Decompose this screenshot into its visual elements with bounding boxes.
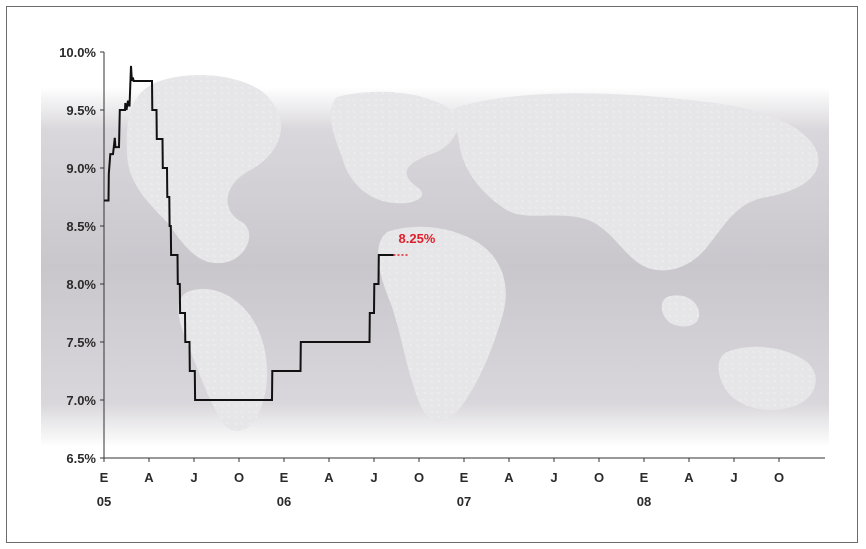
y-tick-label: 6.5% <box>66 451 96 466</box>
y-tick-label: 10.0% <box>59 45 96 60</box>
x-tick-label: A <box>684 470 694 485</box>
x-tick-label: J <box>730 470 737 485</box>
x-tick-label: E <box>100 470 109 485</box>
y-tick-label: 7.5% <box>66 335 96 350</box>
y-tick-label: 9.0% <box>66 161 96 176</box>
year-label: 07 <box>457 494 471 509</box>
x-tick-label: J <box>190 470 197 485</box>
x-tick-label: A <box>324 470 334 485</box>
year-labels: 05 06 07 08 <box>97 494 651 509</box>
last-value-label: 8.25% <box>399 231 436 246</box>
year-label: 08 <box>637 494 651 509</box>
interest-rate-chart: 6.5% 7.0% 7.5% 8.0% 8.5% 9.0% 9.5% 10.0% E A J O E A… <box>41 45 829 509</box>
x-tick-label: E <box>280 470 289 485</box>
x-tick-label: O <box>414 470 424 485</box>
x-tick-label: E <box>640 470 649 485</box>
y-tick-label: 8.0% <box>66 277 96 292</box>
interest-rate-line <box>104 65 394 401</box>
chart-frame: 6.5% 7.0% 7.5% 8.0% 8.5% 9.0% 9.5% 10.0% E A J O E A… <box>6 6 858 543</box>
x-tick-label: J <box>370 470 377 485</box>
x-tick-label: J <box>550 470 557 485</box>
x-tick-label: O <box>594 470 604 485</box>
y-tick-label: 8.5% <box>66 219 96 234</box>
y-axis-ticks: 6.5% 7.0% 7.5% 8.0% 8.5% 9.0% 9.5% 10.0% <box>59 45 104 466</box>
x-tick-label: E <box>460 470 469 485</box>
x-tick-label: O <box>774 470 784 485</box>
year-label: 05 <box>97 494 111 509</box>
y-tick-label: 7.0% <box>66 393 96 408</box>
year-label: 06 <box>277 494 291 509</box>
x-tick-label: A <box>504 470 514 485</box>
x-tick-label: O <box>234 470 244 485</box>
y-tick-label: 9.5% <box>66 103 96 118</box>
x-tick-label: A <box>144 470 154 485</box>
